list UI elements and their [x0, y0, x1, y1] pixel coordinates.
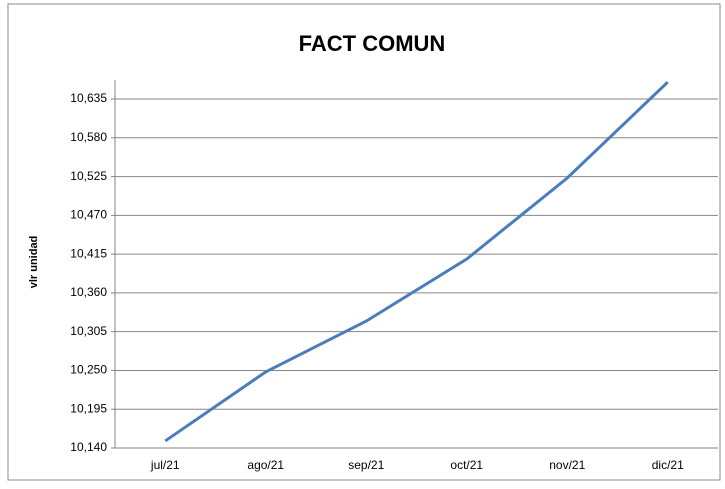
chart-border — [7, 3, 721, 481]
y-tick-label: 10,415 — [70, 246, 107, 260]
y-tick-label: 10,635 — [70, 91, 107, 105]
y-tick-label: 10,250 — [70, 363, 107, 377]
y-axis-label: vlr unidad — [28, 236, 40, 289]
x-tick-label: oct/21 — [450, 458, 483, 472]
x-tick-label: ago/21 — [247, 458, 284, 472]
y-tick-label: 10,305 — [70, 324, 107, 338]
x-tick-label: sep/21 — [348, 458, 384, 472]
y-tick-label: 10,360 — [70, 285, 107, 299]
y-tick-label: 10,525 — [70, 169, 107, 183]
chart-title: FACT COMUN — [299, 31, 446, 56]
y-tick-label: 10,140 — [70, 440, 107, 454]
data-line — [164, 81, 669, 443]
x-tick-label: dic/21 — [652, 458, 684, 472]
y-tick-label: 10,580 — [70, 130, 107, 144]
y-tick-label: 10,195 — [70, 401, 107, 415]
x-tick-label: nov/21 — [549, 458, 585, 472]
y-tick-label: 10,470 — [70, 208, 107, 222]
x-tick-label: jul/21 — [150, 458, 180, 472]
